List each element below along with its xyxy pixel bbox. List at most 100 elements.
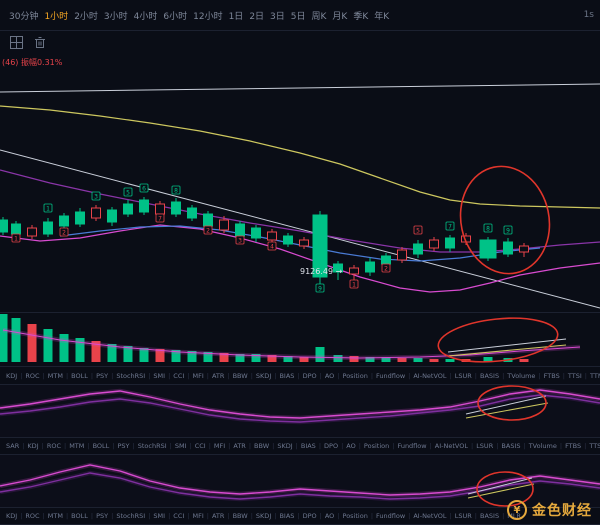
indicator-tab-mfi[interactable]: MFI <box>192 512 204 520</box>
indicator-tab-mtm[interactable]: MTM <box>47 512 63 520</box>
indicator-tab-mfi[interactable]: MFI <box>213 442 226 450</box>
timeframe-周K[interactable]: 周K <box>311 11 327 22</box>
indicator-tab-basis[interactable]: BASIS <box>480 512 500 520</box>
indicator-tab-ai-netvol[interactable]: AI-NetVOL <box>413 512 447 520</box>
signal-marker-number: 3 <box>94 193 98 200</box>
timeframe-3小时[interactable]: 3小时 <box>103 11 128 22</box>
indicator-tab-position[interactable]: Position <box>363 442 390 450</box>
timeframe-3日[interactable]: 3日 <box>270 11 285 22</box>
indicator-tab-lsur[interactable]: LSUR <box>454 371 472 380</box>
indicator-tab-boll[interactable]: BOLL <box>92 442 110 450</box>
candle-body <box>171 201 181 215</box>
indicator-tab-dpo[interactable]: DPO <box>324 442 339 450</box>
indicator-tab-cci[interactable]: CCI <box>194 442 206 450</box>
indicator-tab-smi[interactable]: SMI <box>153 371 166 380</box>
indicator-tab-bbw[interactable]: BBW <box>254 442 270 450</box>
candle-body <box>312 214 328 278</box>
indicator-tab-lsur[interactable]: LSUR <box>454 512 472 520</box>
indicator-tab-position[interactable]: Position <box>342 512 368 520</box>
indicator-tab-atr[interactable]: ATR <box>233 442 246 450</box>
indicator-tab-ao[interactable]: AO <box>324 371 335 380</box>
timeframe-月K[interactable]: 月K <box>332 11 348 22</box>
indicator-tab-roc[interactable]: ROC <box>25 512 40 520</box>
indicator-tab-bbw[interactable]: BBW <box>232 371 248 380</box>
indicator-tab-skdj[interactable]: SKDJ <box>255 371 272 380</box>
indicator-tab-boll[interactable]: BOLL <box>71 512 88 520</box>
timeframe-6小时[interactable]: 6小时 <box>163 11 188 22</box>
indicator-tab-skdj[interactable]: SKDJ <box>255 512 272 520</box>
indicator-tab-ttsi[interactable]: TTSI <box>567 371 582 380</box>
indicator-tab-kdj[interactable]: KDJ <box>6 371 18 380</box>
indicator-tab-ftbs[interactable]: FTBS <box>543 371 560 380</box>
indicator-tab-ai-netvol[interactable]: AI-NetVOL <box>434 442 468 450</box>
candle-body <box>283 235 293 245</box>
annotation-ellipse <box>459 165 551 275</box>
timeframe-1小时[interactable]: 1小时 <box>44 11 69 22</box>
ma-yellow <box>0 105 600 209</box>
timeframe-2日[interactable]: 2日 <box>249 11 265 22</box>
timeframe-年K[interactable]: 年K <box>374 11 390 22</box>
tab-separator: | <box>496 442 499 450</box>
indicator-tab-bias[interactable]: BIAS <box>300 442 316 450</box>
timeframe-4小时[interactable]: 4小时 <box>133 11 158 22</box>
indicator-tab-cci[interactable]: CCI <box>173 512 185 520</box>
indicator-tab-ttsi[interactable]: TTSI <box>589 442 600 450</box>
indicator-tab-basis[interactable]: BASIS <box>480 371 500 380</box>
indicator-panel-1[interactable] <box>0 385 600 437</box>
indicator-tab-atr[interactable]: ATR <box>211 371 225 380</box>
trash-icon[interactable] <box>32 34 48 50</box>
indicator-tab-position[interactable]: Position <box>342 371 368 380</box>
timeframe-5日[interactable]: 5日 <box>290 11 306 22</box>
indicator-tab-mtm[interactable]: MTM <box>69 442 85 450</box>
candle-body <box>203 213 213 227</box>
indicator-tab-fundflow[interactable]: Fundflow <box>376 512 406 520</box>
indicator-tab-ao[interactable]: AO <box>324 512 335 520</box>
timeframe-30分钟[interactable]: 30分钟 <box>9 11 39 22</box>
indicator-tab-dpo[interactable]: DPO <box>302 512 317 520</box>
indicator-tab-psy[interactable]: PSY <box>96 371 109 380</box>
indicator-tab-psy[interactable]: PSY <box>117 442 130 450</box>
indicator-tab-kdj[interactable]: KDJ <box>27 442 39 450</box>
timeframe-1日[interactable]: 1日 <box>228 11 244 22</box>
indicator-tab-fundflow[interactable]: Fundflow <box>376 371 406 380</box>
timeframe-12小时[interactable]: 12小时 <box>193 11 223 22</box>
indicator-tab-cci[interactable]: CCI <box>173 371 185 380</box>
indicator-tab-basis[interactable]: BASIS <box>501 442 521 450</box>
main-candlestick-chart[interactable]: 1 1 2 3 5 6 7 8 2 3 4 9 1 2 5 7 8 9 9126.49 → <box>0 54 600 312</box>
indicator-tab-atr[interactable]: ATR <box>211 512 225 520</box>
indicator-tab-fundflow[interactable]: Fundflow <box>397 442 427 450</box>
signal-marker-number: 1 <box>46 205 50 212</box>
grid-icon[interactable] <box>8 34 24 50</box>
volume-panel[interactable] <box>0 312 600 366</box>
indicator-tab-smi[interactable]: SMI <box>174 442 187 450</box>
timeframe-季K[interactable]: 季K <box>353 11 369 22</box>
indicator-tab-tvolume[interactable]: TVolume <box>507 371 536 380</box>
indicator-tab-skdj[interactable]: SKDJ <box>277 442 293 450</box>
indicator-tab-stochrsi[interactable]: StochRSI <box>116 512 146 520</box>
indicator-tab-mfi[interactable]: MFI <box>192 371 204 380</box>
indicator-tab-stochrsi[interactable]: StochRSI <box>137 442 167 450</box>
indicator-tab-mtm[interactable]: MTM <box>47 371 63 380</box>
indicator-tab-dpo[interactable]: DPO <box>302 371 317 380</box>
indicator-tab-tvolume[interactable]: TVolume <box>528 442 557 450</box>
trendline-upper <box>0 83 600 93</box>
indicator-tab-stochrsi[interactable]: StochRSI <box>116 371 146 380</box>
indicator-tab-bbw[interactable]: BBW <box>232 512 248 520</box>
indicator-tab-ftbs[interactable]: FTBS <box>565 442 582 450</box>
indicator-tab-smi[interactable]: SMI <box>153 512 166 520</box>
indicator-tab-roc[interactable]: ROC <box>46 442 61 450</box>
indicator-panel-2[interactable] <box>0 455 600 507</box>
indicator-tab-boll[interactable]: BOLL <box>71 371 88 380</box>
indicator-tab-kdj[interactable]: KDJ <box>6 512 18 520</box>
indicator-tab-ai-netvol[interactable]: AI-NetVOL <box>413 371 447 380</box>
indicator-tab-bias[interactable]: BIAS <box>279 371 295 380</box>
indicator-tab-ao[interactable]: AO <box>346 442 356 450</box>
timeframe-2小时[interactable]: 2小时 <box>74 11 98 22</box>
indicator-tab-psy[interactable]: PSY <box>96 512 109 520</box>
volume-bar <box>251 354 261 362</box>
indicator-tab-roc[interactable]: ROC <box>25 371 40 380</box>
indicator-tab-sar[interactable]: SAR <box>6 442 20 450</box>
indicator-tab-lsur[interactable]: LSUR <box>476 442 494 450</box>
indicator-tab-ttmu[interactable]: TTMU <box>590 371 600 380</box>
indicator-tab-bias[interactable]: BIAS <box>279 512 295 520</box>
